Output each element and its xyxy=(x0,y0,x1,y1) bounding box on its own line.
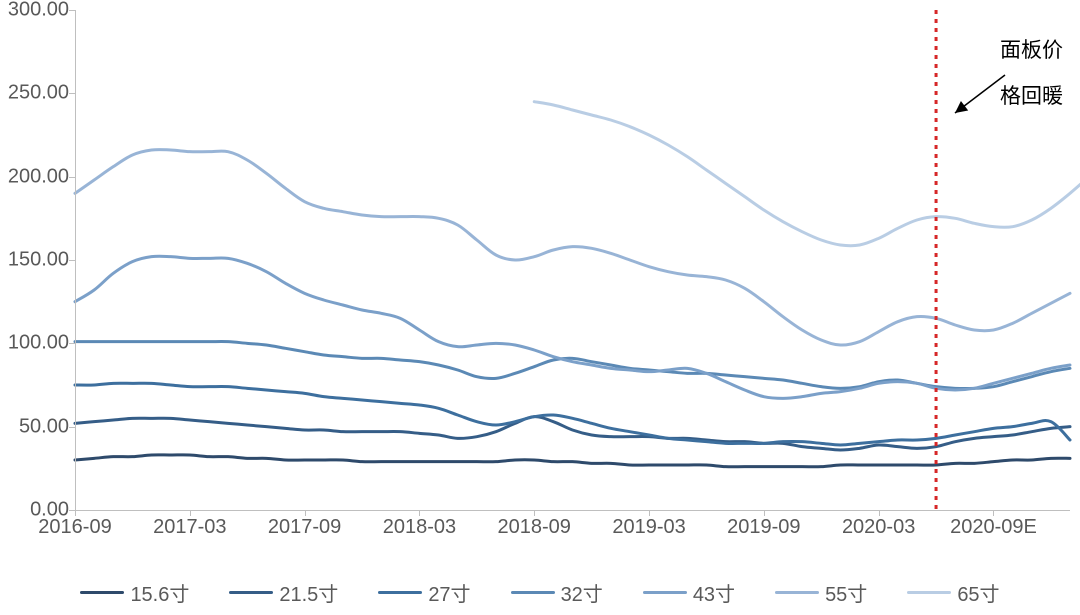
series-line xyxy=(75,417,1070,450)
y-axis-line xyxy=(75,10,76,510)
x-tick-mark xyxy=(190,510,191,516)
series-line xyxy=(75,342,1070,389)
legend-label: 21.5寸 xyxy=(279,578,338,607)
legend-item: 43寸 xyxy=(643,578,735,607)
legend-item: 55寸 xyxy=(775,578,867,607)
legend-swatch xyxy=(643,591,687,594)
panel-price-line-chart: 0.0050.00100.00150.00200.00250.00300.002… xyxy=(0,0,1080,615)
legend-item: 65寸 xyxy=(907,578,999,607)
legend-swatch xyxy=(907,591,951,594)
legend: 15.6寸 21.5寸 27寸 32寸 43寸 55寸 65寸 xyxy=(0,569,1080,615)
legend-label: 55寸 xyxy=(825,578,867,607)
x-tick-mark xyxy=(993,510,994,516)
chart-svg xyxy=(75,10,1070,510)
y-tick-label: 50.00 xyxy=(19,415,75,438)
legend-label: 15.6寸 xyxy=(130,578,189,607)
legend-swatch xyxy=(378,591,422,594)
y-tick-label: 150.00 xyxy=(8,249,75,272)
y-tick-mark xyxy=(69,93,75,94)
legend-swatch xyxy=(511,591,555,594)
y-tick-label: 200.00 xyxy=(8,165,75,188)
legend-swatch xyxy=(775,591,819,594)
x-tick-mark xyxy=(419,510,420,516)
series-line xyxy=(75,256,1070,398)
series-line xyxy=(75,455,1070,467)
x-tick-mark xyxy=(75,510,76,516)
y-tick-mark xyxy=(69,10,75,11)
y-tick-label: 250.00 xyxy=(8,82,75,105)
legend-label: 65寸 xyxy=(957,578,999,607)
legend-label: 43寸 xyxy=(693,578,735,607)
plot-area: 0.0050.00100.00150.00200.00250.00300.002… xyxy=(75,10,1070,510)
legend-swatch xyxy=(229,591,273,594)
legend-swatch xyxy=(80,591,124,594)
x-tick-mark xyxy=(764,510,765,516)
legend-item: 32寸 xyxy=(511,578,603,607)
annotation-line1: 面板价 xyxy=(1000,39,1063,62)
y-tick-mark xyxy=(69,343,75,344)
annotation-line2: 格回暖 xyxy=(1000,85,1063,108)
series-line xyxy=(75,150,1070,346)
x-tick-mark xyxy=(649,510,650,516)
legend-item: 15.6寸 xyxy=(80,578,189,607)
annotation-arrow-head xyxy=(955,101,968,113)
legend-item: 27寸 xyxy=(378,578,470,607)
y-tick-mark xyxy=(69,260,75,261)
annotation-text: 面板价 格回暖 xyxy=(1000,28,1063,120)
series-line xyxy=(534,102,1080,246)
x-tick-mark xyxy=(534,510,535,516)
legend-label: 27寸 xyxy=(428,578,470,607)
x-tick-mark xyxy=(305,510,306,516)
series-line xyxy=(75,383,1070,445)
y-tick-mark xyxy=(69,427,75,428)
y-tick-label: 300.00 xyxy=(8,0,75,22)
legend-item: 21.5寸 xyxy=(229,578,338,607)
y-tick-mark xyxy=(69,177,75,178)
y-tick-label: 100.00 xyxy=(8,332,75,355)
x-tick-mark xyxy=(879,510,880,516)
legend-label: 32寸 xyxy=(561,578,603,607)
